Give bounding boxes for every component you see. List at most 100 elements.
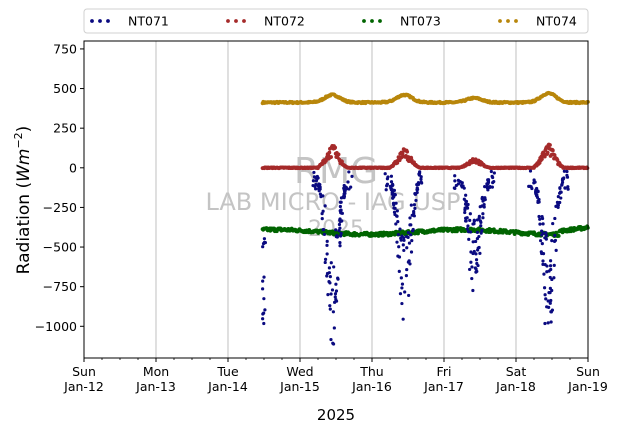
nt071-point-104 [315, 174, 319, 179]
legend-entry-nt071: NT071 [90, 14, 169, 29]
nt071-point-116 [396, 220, 400, 224]
nt071-point-227 [479, 224, 483, 228]
nt071-point-169 [410, 229, 415, 233]
nt071-point-255 [480, 195, 484, 200]
nt071-point-72 [323, 260, 327, 265]
legend-marker [98, 19, 102, 23]
nt071-point-64 [334, 228, 338, 232]
nt071-point-357 [559, 190, 563, 194]
nt071-point-338 [540, 241, 544, 246]
x-tick-date-2: Jan-14 [207, 379, 248, 394]
y-tick-label-1: 500 [53, 81, 77, 96]
nt071-point-292 [475, 269, 479, 274]
nt071-point-185 [393, 206, 397, 210]
legend-marker [378, 19, 382, 23]
nt071-point-436 [261, 312, 265, 316]
nt071-point-76 [328, 307, 332, 311]
nt071-point-95 [314, 187, 318, 191]
nt071-point-379 [553, 233, 557, 238]
x-tick-date-7: Jan-19 [567, 379, 608, 394]
nt072-point-138 [340, 159, 344, 164]
nt071-point-445 [261, 287, 265, 291]
nt071-point-422 [532, 181, 536, 185]
nt071-point-57 [329, 292, 333, 296]
nt071-point-14 [328, 275, 332, 279]
legend-label: NT072 [264, 14, 305, 29]
nt071-point-62 [331, 342, 336, 346]
nt071-point-401 [554, 248, 558, 252]
nt071-point-125 [402, 248, 406, 253]
nt071-point-173 [389, 188, 393, 192]
nt071-point-201 [384, 188, 388, 192]
nt072-point-126 [333, 145, 338, 150]
x-tick-day-6: Sat [506, 364, 527, 379]
nt071-point-322 [489, 169, 493, 174]
nt071-point-277 [474, 252, 478, 256]
legend-marker [362, 19, 366, 23]
nt071-point-122 [398, 227, 402, 231]
nt071-point-318 [458, 179, 462, 184]
nt071-point-296 [469, 260, 473, 264]
legend-marker [514, 19, 518, 23]
nt071-point-359 [542, 286, 547, 290]
nt072-point-116 [327, 150, 332, 155]
nt071-point-360 [541, 259, 545, 263]
nt071-point-232 [471, 240, 475, 244]
nt071-point-60 [323, 257, 328, 261]
nt071-point-291 [472, 222, 476, 226]
nt071-point-375 [558, 186, 562, 190]
nt071-point-439 [262, 297, 266, 301]
nt071-point-171 [412, 203, 417, 207]
nt071-point-411 [537, 200, 541, 204]
y-tick-label-6: −750 [43, 279, 77, 294]
nt071-point-368 [540, 229, 544, 233]
nt071-point-220 [463, 210, 467, 215]
nt071-point-247 [475, 230, 480, 234]
nt071-point-159 [397, 255, 402, 259]
nt071-point-4 [325, 274, 329, 278]
nt071-point-391 [541, 252, 546, 256]
nt071-point-49 [325, 252, 329, 256]
nt071-point-215 [419, 177, 423, 181]
nt071-point-390 [541, 231, 545, 235]
nt071-point-287 [476, 263, 480, 268]
nt071-point-0 [328, 304, 332, 308]
nt071-point-327 [558, 200, 562, 205]
data-points [260, 90, 590, 346]
nt071-point-52 [339, 211, 343, 215]
nt071-point-26 [327, 266, 331, 270]
legend-marker [226, 19, 230, 23]
legend-label: NT071 [128, 14, 169, 29]
nt071-point-433 [263, 308, 267, 312]
nt071-point-272 [464, 216, 468, 220]
nt071-point-388 [544, 233, 549, 238]
nt071-point-384 [548, 264, 553, 268]
nt071-point-193 [402, 236, 406, 240]
nt071-point-377 [556, 195, 560, 199]
nt071-point-264 [474, 239, 478, 244]
nt071-point-6 [338, 234, 343, 238]
nt071-point-376 [546, 299, 550, 303]
nt071-point-403 [552, 263, 556, 267]
nt071-point-219 [481, 212, 485, 216]
nt071-point-38 [332, 326, 336, 330]
nt071-point-440 [262, 275, 266, 279]
nt071-point-110 [409, 233, 413, 237]
nt071-point-71 [318, 192, 322, 196]
nt071-point-161 [390, 182, 395, 186]
nt071-point-371 [560, 182, 564, 186]
nt071-point-342 [538, 217, 542, 221]
legend-label: NT073 [400, 14, 441, 29]
nt071-point-186 [409, 250, 414, 254]
nt071-point-102 [313, 184, 317, 189]
nt071-point-275 [478, 251, 482, 255]
nt071-point-182 [408, 216, 412, 220]
nt071-point-444 [262, 240, 267, 244]
x-tick-day-1: Mon [143, 364, 169, 379]
nt071-point-311 [454, 183, 458, 188]
nt071-point-400 [549, 310, 553, 314]
nt071-point-88 [338, 244, 342, 248]
nt071-point-248 [481, 216, 485, 220]
nt071-point-209 [389, 174, 394, 178]
